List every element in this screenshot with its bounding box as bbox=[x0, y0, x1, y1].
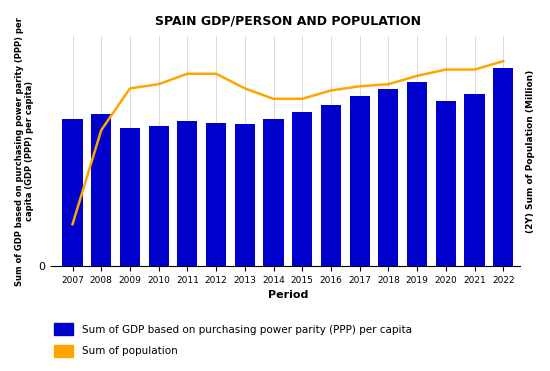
Bar bbox=[206, 124, 226, 266]
Y-axis label: Sum of GDP based on purchasing power parity (PPP) per
capita (GDP (PPP) per capi: Sum of GDP based on purchasing power par… bbox=[15, 17, 35, 286]
Bar bbox=[63, 119, 82, 266]
Bar bbox=[436, 101, 456, 266]
Title: SPAIN GDP/PERSON AND POPULATION: SPAIN GDP/PERSON AND POPULATION bbox=[155, 15, 421, 28]
X-axis label: Period: Period bbox=[268, 290, 308, 301]
Bar bbox=[378, 89, 398, 266]
Bar bbox=[148, 126, 169, 266]
Bar bbox=[177, 121, 197, 266]
Bar bbox=[321, 105, 341, 266]
Bar bbox=[263, 119, 284, 266]
Bar bbox=[493, 68, 513, 266]
Y-axis label: (2Y) Sum of Population (Million): (2Y) Sum of Population (Million) bbox=[526, 69, 535, 233]
Bar bbox=[464, 93, 485, 266]
Legend: Sum of GDP based on purchasing power parity (PPP) per capita, Sum of population: Sum of GDP based on purchasing power par… bbox=[49, 318, 417, 362]
Bar bbox=[120, 128, 140, 266]
Bar bbox=[407, 82, 427, 266]
Bar bbox=[235, 124, 255, 266]
Bar bbox=[350, 96, 370, 266]
Bar bbox=[292, 112, 312, 266]
Bar bbox=[91, 114, 111, 266]
